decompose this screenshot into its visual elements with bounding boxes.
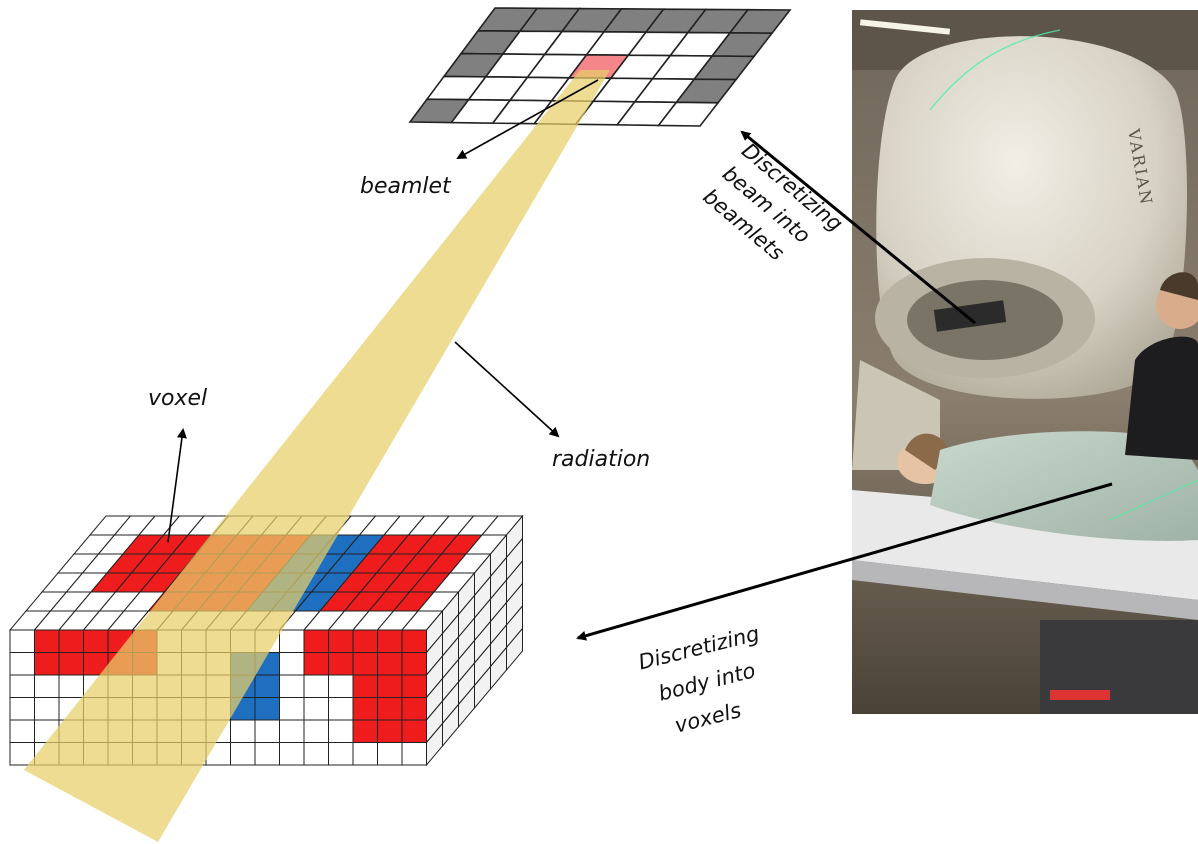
voxel-front: [303, 629, 329, 653]
voxel-front: [303, 742, 329, 766]
voxel-front: [279, 697, 305, 721]
voxel-front: [352, 719, 378, 743]
voxel-front: [352, 742, 378, 766]
beam-photo-arrow: [740, 130, 976, 325]
voxel-side: [506, 627, 523, 672]
voxel-front: [401, 697, 427, 721]
voxel-front: [279, 742, 305, 766]
radiation-arrow: [454, 341, 560, 438]
voxel-front: [34, 652, 60, 676]
voxel-front: [303, 697, 329, 721]
voxel-front: [377, 674, 403, 698]
voxel-front: [401, 719, 427, 743]
voxel-front: [401, 742, 427, 766]
voxel-front: [9, 674, 35, 698]
voxel-front: [254, 674, 280, 698]
voxel-front: [401, 652, 427, 676]
voxel-front: [328, 742, 354, 766]
voxel-front: [58, 652, 84, 676]
voxel-front: [34, 629, 60, 653]
voxel-front: [352, 697, 378, 721]
voxel-front: [352, 652, 378, 676]
voxel-front: [328, 719, 354, 743]
voxel-front: [303, 719, 329, 743]
voxel-front: [254, 719, 280, 743]
voxel-front: [377, 719, 403, 743]
beam-caption: Discretizing beam into beamlets: [699, 138, 848, 265]
voxel-front: [377, 652, 403, 676]
voxel-front: [279, 674, 305, 698]
voxel-front: [279, 629, 305, 653]
voxel-front: [254, 742, 280, 766]
voxel-front: [328, 652, 354, 676]
body-caption-line-3: voxels: [672, 698, 743, 738]
beam-grid-cell: [656, 101, 720, 127]
voxel-front: [328, 674, 354, 698]
voxel-front: [230, 719, 256, 743]
voxel-front: [377, 697, 403, 721]
voxel-arrow: [167, 428, 187, 543]
voxel-front: [9, 719, 35, 743]
voxel-front: [328, 629, 354, 653]
voxel-front: [9, 697, 35, 721]
voxel-front: [352, 674, 378, 698]
voxel-front: [303, 674, 329, 698]
voxel-front: [401, 674, 427, 698]
radiation-label: radiation: [552, 447, 650, 472]
beamlet-arrow: [456, 79, 599, 159]
voxel-front: [401, 629, 427, 653]
voxel-front: [9, 629, 35, 653]
body-photo-arrow: [576, 482, 1113, 641]
voxel-front: [9, 652, 35, 676]
beam-cone: [24, 70, 610, 842]
voxel-front: [352, 629, 378, 653]
voxel-front: [230, 742, 256, 766]
beam-grid: [408, 7, 792, 127]
voxel-front: [34, 674, 60, 698]
voxel-front: [279, 719, 305, 743]
voxel-front: [58, 629, 84, 653]
voxel-front: [34, 697, 60, 721]
voxel-front: [328, 697, 354, 721]
voxel-front: [254, 697, 280, 721]
linac-photo: VARIAN: [852, 10, 1198, 714]
voxel-front: [58, 674, 84, 698]
voxel-front: [377, 742, 403, 766]
body-caption: Discretizing body into voxels: [636, 621, 762, 738]
voxel-front: [279, 652, 305, 676]
voxel-front: [303, 652, 329, 676]
voxel-label: voxel: [148, 386, 207, 411]
voxel-front: [377, 629, 403, 653]
beamlet-label: beamlet: [360, 174, 452, 199]
voxel-front: [83, 629, 109, 653]
